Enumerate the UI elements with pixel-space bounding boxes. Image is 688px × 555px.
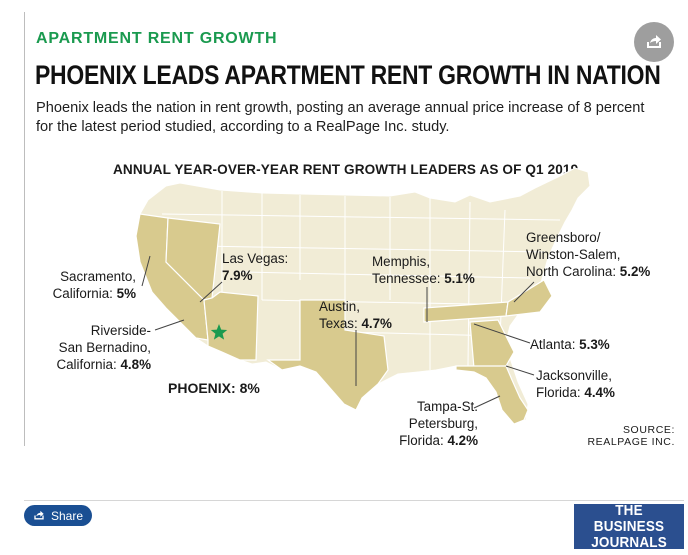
- label-greensboro: Greensboro/ Winston-Salem, North Carolin…: [526, 230, 651, 279]
- phoenix-star-icon: [210, 324, 228, 340]
- leader-lines: [141, 255, 535, 409]
- article-kicker: APARTMENT RENT GROWTH: [36, 30, 278, 47]
- label-austin: Austin, Texas: 4.7%: [319, 299, 392, 331]
- label-sacramento: Sacramento, California: 5%: [52, 269, 136, 301]
- label-atlanta: Atlanta: 5.3%: [530, 337, 610, 352]
- label-riverside: Riverside- San Bernadino, California: 4.…: [56, 323, 151, 372]
- state-texas: [266, 299, 389, 411]
- state-borders: [161, 191, 561, 370]
- share-arrow-icon: [647, 35, 661, 48]
- left-divider: [24, 12, 25, 446]
- map-title: ANNUAL YEAR-OVER-YEAR RENT GROWTH LEADER…: [113, 162, 579, 177]
- label-jacksonville: Jacksonville, Florida: 4.4%: [536, 368, 615, 400]
- map-source: SOURCE: REALPAGE INC.: [587, 424, 675, 448]
- share-button[interactable]: Share: [24, 505, 92, 526]
- logo-line-1: THE BUSINESS: [593, 501, 665, 535]
- share-overlay-button[interactable]: [634, 22, 674, 62]
- state-north-carolina: [505, 279, 553, 317]
- label-memphis: Memphis, Tennessee: 5.1%: [372, 254, 475, 286]
- article-headline: PHOENIX LEADS APARTMENT RENT GROWTH IN N…: [35, 60, 661, 90]
- state-florida: [455, 365, 529, 425]
- label-phoenix: PHOENIX: 8%: [168, 380, 260, 396]
- share-icon: [34, 510, 44, 520]
- state-georgia: [469, 319, 515, 369]
- business-journals-logo[interactable]: THE BUSINESS JOURNALS: [574, 501, 684, 551]
- logo-line-2: JOURNALS: [591, 533, 667, 551]
- share-button-label: Share: [50, 508, 84, 523]
- label-las-vegas: Las Vegas: 7.9%: [222, 251, 289, 283]
- label-tampa: Tampa-St. Petersburg, Florida: 4.2%: [399, 399, 478, 448]
- article-dek: Phoenix leads the nation in rent growth,…: [36, 100, 645, 135]
- footer-divider: [24, 500, 684, 501]
- state-arizona: [203, 291, 259, 361]
